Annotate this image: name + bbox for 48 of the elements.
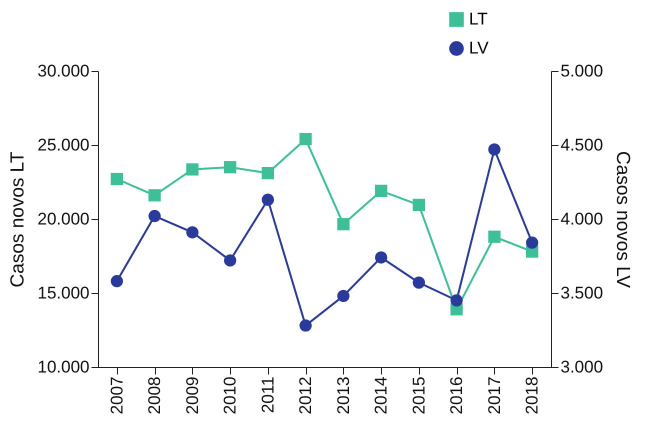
y-tick-label: 20.000 [38,210,90,228]
x-tick-label: 2016 [447,376,466,414]
x-tick-label: 2011 [258,376,278,414]
y2-tick-label: 3.500 [560,284,604,302]
x-tick-label: 2018 [522,376,542,414]
point [262,194,274,206]
y2-tick-label: 4.000 [560,210,604,228]
point [526,236,538,249]
y2-tick-label: 3.000 [560,358,604,376]
x-tick-label: 2010 [220,376,240,414]
point [300,319,312,332]
point [148,189,161,202]
point [224,161,236,174]
point [412,276,425,289]
x-tick-label: 2014 [372,376,391,414]
x-tick-label: 2009 [182,376,202,414]
point [450,294,463,307]
y-axis-title: Casos novos LT [8,151,29,288]
x-tick-label: 2007 [107,376,126,414]
x-tick-label: 2008 [145,376,164,414]
point [186,163,198,176]
x-tick-label: 2017 [484,376,504,414]
point [186,226,198,238]
point [300,132,312,146]
point [412,198,425,212]
point [375,184,388,198]
point [488,143,500,156]
y2-tick-label: 5.000 [560,62,604,80]
point [488,230,500,243]
y-tick-label: 15.000 [38,284,90,302]
x-tick-label: 2015 [409,376,428,414]
point [262,166,274,180]
legend-label: LV [469,38,490,58]
x-tick-label: 2012 [296,376,316,414]
y2-tick-label: 4.500 [560,136,604,154]
point [337,290,350,302]
legend-label: LT [469,10,488,28]
point [148,210,161,222]
y-tick-label: 30.000 [38,62,90,80]
point [224,254,236,267]
point [337,218,350,230]
y-tick-label: 25.000 [38,136,90,154]
x-tick-label: 2013 [334,376,353,414]
point [110,275,123,288]
point [110,172,123,186]
point [375,251,388,264]
y2-axis-title: Casos novos LV [612,151,634,288]
y-tick-label: 10.000 [38,358,90,376]
